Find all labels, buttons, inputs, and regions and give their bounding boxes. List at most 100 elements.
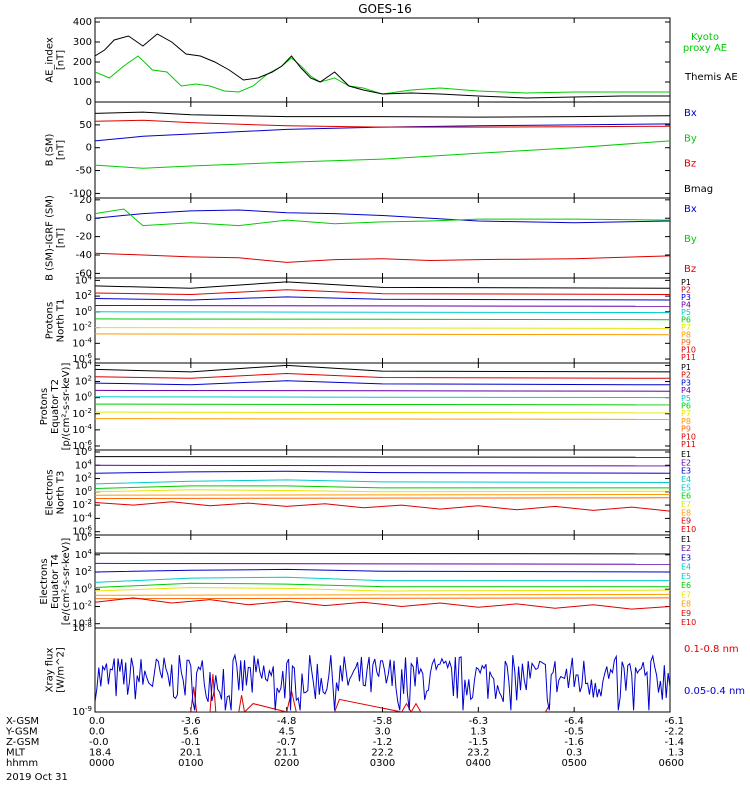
ephemeris-value: 4.5 — [279, 727, 295, 738]
series-line-p6 — [95, 403, 670, 406]
y-tick-label-3: 300 — [73, 37, 92, 48]
series-line-e6 — [95, 586, 670, 592]
panel-frame — [94, 449, 671, 536]
legend-entry: E2 — [681, 458, 691, 467]
series-line-0-05-0-4-nm — [95, 653, 670, 711]
legend-entry: P8 — [681, 417, 691, 426]
date-label: 2019 Oct 31 — [6, 772, 68, 783]
y-tick-label-4: 10-2 — [72, 599, 92, 612]
legend-entry: P9 — [681, 425, 691, 434]
legend-entry: E6 — [681, 492, 691, 501]
y-axis-label: ElectronsEquator T4[e/(cm²-s-sr-keV)] — [39, 538, 72, 626]
y-axis-label: ElectronsNorth T3 — [45, 469, 67, 515]
legend-entry: P10 — [681, 346, 696, 355]
panel-3: -60 -40 -20 0 20 B (SM)-IGRF (SM)[nT] Bx By Bz — [45, 195, 697, 281]
y-tick-label-0: -60 — [76, 268, 92, 279]
legend-entry: E7 — [681, 590, 691, 599]
y-tick-label-2: 100 — [75, 391, 92, 404]
y-tick-label-2: 200 — [73, 57, 92, 68]
ephemeris-value: 0600 — [659, 758, 684, 769]
legend-entry: Bz — [684, 264, 696, 275]
ephemeris-value: 0100 — [178, 758, 203, 769]
series-line-p1 — [95, 281, 670, 289]
series-line-e4 — [95, 576, 670, 583]
legend-entry: P6 — [681, 316, 691, 325]
y-tick-label-0: 104 — [75, 273, 93, 286]
y-tick-label-5: 10-4 — [72, 511, 92, 524]
series-line-e7 — [95, 494, 670, 496]
y-tick-label-4: 10-4 — [72, 336, 92, 349]
y-tick-label-3: 0 — [86, 213, 92, 224]
ephemeris-value: -6.3 — [469, 716, 489, 727]
ephemeris-value: -1.6 — [564, 737, 584, 748]
y-axis-label: AE_index[nT] — [45, 37, 67, 83]
ephemeris-value: -0.5 — [564, 727, 584, 738]
y-tick-label-2: -20 — [76, 232, 92, 243]
ephemeris-value: -5.8 — [373, 716, 393, 727]
ephemeris-value: 0500 — [561, 758, 586, 769]
y-tick-label-1: -50 — [76, 166, 92, 177]
ephemeris-value: 1.3 — [668, 748, 684, 759]
chart-title: GOES-16 — [358, 2, 412, 16]
series-line-e3 — [95, 568, 670, 573]
series-line-p4 — [95, 305, 670, 307]
ephemeris-value: 0.3 — [566, 748, 582, 759]
legend-entry: E5 — [681, 483, 691, 492]
series-line-p8 — [95, 333, 670, 336]
legend-entry: E8 — [681, 600, 691, 609]
series-line-e2 — [95, 464, 670, 467]
y-tick-label-3: 100 — [75, 582, 92, 595]
series-line-by — [95, 208, 670, 227]
legend-entry: 0.1-0.8 nm — [684, 644, 739, 655]
y-tick-label-0: 104 — [75, 358, 93, 371]
series-line-e8 — [95, 497, 670, 499]
series-group — [95, 281, 670, 336]
ephemeris-row-label: X-GSM — [6, 716, 39, 727]
y-tick-label-4: 400 — [73, 17, 92, 28]
series-line-p2 — [95, 372, 670, 379]
y-axis-label: B (SM)-IGRF (SM)[nT] — [45, 195, 67, 281]
series-line-p5 — [95, 311, 670, 314]
legend-entry: E9 — [681, 517, 691, 526]
series-group — [95, 111, 670, 169]
y-tick-label-3: 10-2 — [72, 321, 92, 334]
legend-entry: P5 — [681, 394, 691, 403]
series-line-bz — [95, 119, 670, 128]
series-line-e9 — [95, 597, 670, 610]
series-group — [95, 456, 670, 512]
series-group — [95, 364, 670, 420]
ephemeris-value: -3.6 — [181, 716, 201, 727]
y-tick-label-0: 0 — [86, 97, 92, 108]
series-line-e6 — [95, 489, 670, 493]
legend-entry: E10 — [681, 525, 696, 534]
legend-entry: P6 — [681, 402, 691, 411]
legend-entry: P7 — [681, 409, 691, 418]
series-line-p1 — [95, 364, 670, 373]
series-line-e8 — [95, 597, 670, 600]
ephemeris-value: 3.0 — [375, 727, 391, 738]
y-tick-label-3: 50 — [79, 120, 92, 131]
panel-frame — [94, 277, 671, 364]
series-line-themis-ae — [95, 33, 670, 99]
y-tick-label-1: -40 — [76, 250, 92, 261]
legend-themis-ae: Themis AE — [684, 72, 738, 83]
legend-entry: P10 — [681, 432, 696, 441]
y-axis-label: Xray flux[W/m^2] — [45, 647, 67, 693]
legend-entry: P2 — [681, 371, 691, 380]
y-axis-label: B (SM)[nT] — [45, 133, 67, 166]
ephemeris-value: 0400 — [466, 758, 491, 769]
legend-entry: Bx — [684, 204, 697, 215]
y-tick-label-1: 100 — [73, 77, 92, 88]
series-line-e3 — [95, 470, 670, 474]
series-line-p7 — [95, 327, 670, 329]
legend-entry: Bz — [684, 159, 696, 170]
y-tick-label-4: 10-2 — [72, 498, 92, 511]
panel-frame — [94, 17, 671, 103]
legend-entry: P11 — [681, 440, 696, 449]
legend-entry: Bx — [684, 108, 697, 119]
ephemeris-row-label: Z-GSM — [6, 737, 39, 748]
